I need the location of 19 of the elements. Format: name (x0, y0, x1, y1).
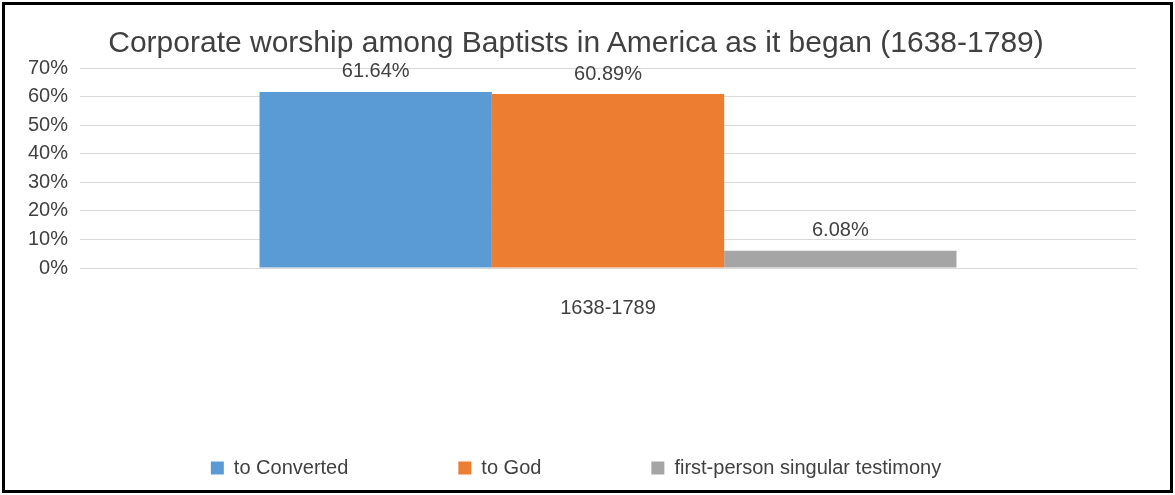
bar (491, 94, 725, 268)
data-label: 61.64% (341, 59, 410, 82)
x-tick-label: 1638-1789 (560, 295, 656, 318)
y-tick-label: 50% (28, 112, 69, 135)
y-tick-label: 60% (28, 84, 69, 107)
bar (724, 250, 957, 268)
data-label: 60.89% (574, 61, 643, 84)
legend-label: to Converted (233, 455, 349, 478)
legend-label: first-person singular testimony (674, 455, 942, 478)
y-tick-label: 0% (39, 255, 69, 278)
y-tick-label: 10% (28, 226, 69, 249)
legend-label: to God (481, 455, 542, 478)
y-tick-label: 20% (28, 198, 69, 221)
chart-title: Corporate worship among Baptists in America as it began (1638-1789) (108, 25, 1044, 59)
y-tick-label: 30% (28, 169, 69, 192)
bar (259, 91, 492, 268)
y-tick-label: 40% (28, 141, 69, 164)
data-label: 6.08% (811, 218, 869, 241)
y-tick-label: 70% (28, 55, 69, 78)
